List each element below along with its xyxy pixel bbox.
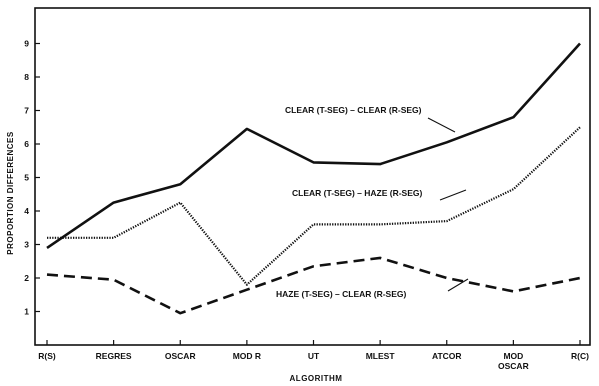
- x-tick-label: UT: [308, 351, 320, 361]
- y-tick-label: 3: [24, 240, 29, 250]
- series-lines: [46, 42, 581, 315]
- series-annotations: CLEAR (T-SEG) – CLEAR (R-SEG) CLEAR (T-SE…: [276, 105, 469, 299]
- annotation-leader-line: [439, 189, 467, 201]
- y-axis-title: PROPORTION DIFFERENCES: [6, 131, 15, 255]
- series-line-dashed: [46, 256, 581, 315]
- plot-area: [34, 7, 591, 346]
- y-tick-label: 8: [24, 72, 29, 82]
- x-tick-label: R(C): [571, 351, 589, 361]
- axes: 1 2 3 4 5 6 7 8 9 R(S) REGRES OSCAR MOD R UT MLEST ATCO…: [24, 39, 589, 372]
- x-tick-label: MOD: [503, 351, 523, 361]
- y-tick-label: 6: [24, 139, 29, 149]
- x-tick-label: R(S): [38, 351, 56, 361]
- x-tick-label: OSCAR: [498, 361, 529, 371]
- x-tick-label: OSCAR: [165, 351, 196, 361]
- series-annotation-dotted: CLEAR (T-SEG) – HAZE (R-SEG): [292, 188, 423, 198]
- y-tick-label: 5: [24, 173, 29, 183]
- y-tick-label: 2: [24, 273, 29, 283]
- x-axis-title: ALGORITHM: [290, 374, 343, 383]
- x-tick-label: MLEST: [366, 351, 396, 361]
- plot-frame: [34, 7, 591, 346]
- x-tick-label: MOD R: [233, 351, 261, 361]
- y-tick-label: 1: [24, 307, 29, 317]
- series-line-solid: [46, 42, 581, 249]
- annotation-leader-line: [447, 278, 469, 292]
- y-tick-label: 9: [24, 39, 29, 49]
- series-annotation-dashed: HAZE (T-SEG) – CLEAR (R-SEG): [276, 289, 407, 299]
- series-annotation-solid: CLEAR (T-SEG) – CLEAR (R-SEG): [285, 105, 422, 115]
- y-tick-label: 7: [24, 106, 29, 116]
- y-tick-label: 4: [24, 206, 29, 216]
- x-tick-label: REGRES: [96, 351, 132, 361]
- series-line-dotted: [47, 126, 581, 286]
- annotation-leader-line: [427, 117, 456, 133]
- x-tick-label: ATCOR: [432, 351, 462, 361]
